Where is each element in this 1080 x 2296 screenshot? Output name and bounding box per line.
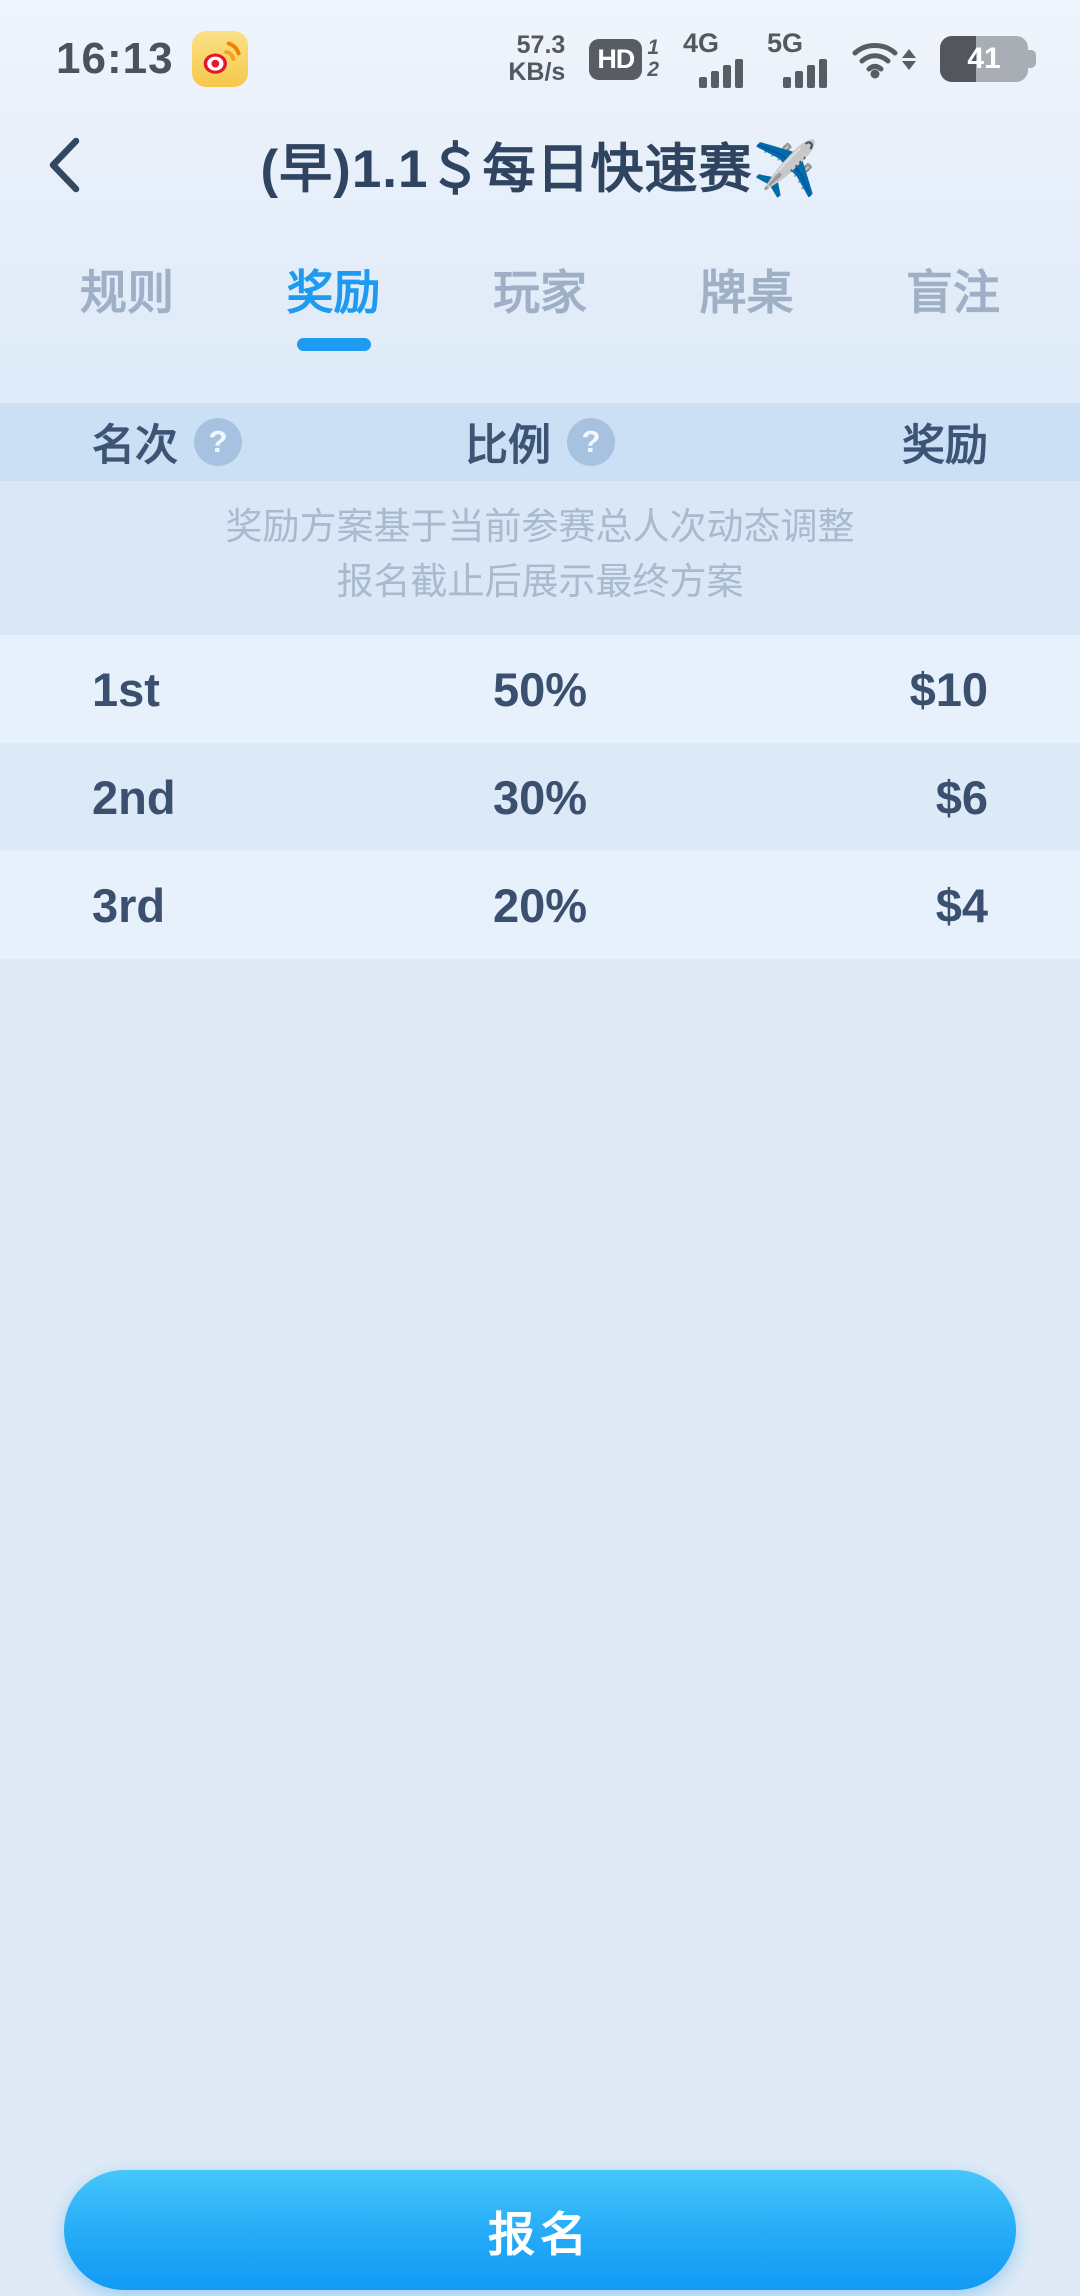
clock: 16:13 — [56, 34, 174, 83]
rank-cell: 1st — [92, 662, 160, 716]
4g-label: 4G — [683, 27, 720, 58]
sim2-label: 2 — [647, 58, 659, 81]
tab-tables[interactable]: 牌桌 — [700, 254, 794, 351]
prize-cell: $10 — [909, 662, 988, 716]
prize-row-2nd: 2nd 30% $6 — [0, 743, 1080, 851]
prize-cell: $4 — [935, 878, 988, 932]
ratio-cell: 30% — [492, 770, 588, 824]
tab-players-underline — [503, 338, 577, 351]
sim1-label: 1 — [647, 36, 659, 59]
rank-cell: 3rd — [92, 878, 166, 932]
network-speed-value: 57.3 — [516, 31, 566, 59]
network-speed-unit: KB/s — [508, 58, 566, 86]
prize-row-1st: 1st 50% $10 — [0, 635, 1080, 743]
hd-badge: HD — [589, 38, 643, 80]
battery-icon: 41 — [940, 36, 1036, 82]
network-speed-indicator: 57.3 KB/s — [508, 32, 565, 86]
tab-players[interactable]: 玩家 — [493, 254, 587, 351]
rank-cell: 2nd — [92, 770, 176, 824]
ratio-column-label: 比例 — [465, 422, 551, 470]
tab-blinds-underline — [916, 338, 990, 351]
wifi-icon — [851, 39, 916, 79]
prize-cell: $6 — [935, 770, 988, 824]
ratio-cell: 50% — [492, 662, 588, 716]
column-header-rank: 名次 ? — [92, 411, 372, 473]
active-tab-indicator — [296, 338, 371, 351]
register-button[interactable]: 报名 — [64, 2170, 1016, 2290]
battery-nub — [1028, 50, 1036, 68]
title-bar: (早)1.1＄每日快速赛✈️ — [0, 106, 1080, 224]
prize-table-header: 名次 ? 比例 ? 奖励 — [0, 403, 1080, 481]
tab-blinds-label: 盲注 — [906, 266, 1000, 319]
status-bar-right: 57.3 KB/s HD 1 2 4G 5G — [508, 27, 1036, 88]
tab-bar: 规则 奖励 玩家 牌桌 盲注 — [0, 224, 1080, 351]
status-bar: 16:13 57.3 KB/s HD 1 2 — [0, 0, 1080, 96]
volte-hd-icon: HD 1 2 — [589, 37, 659, 81]
rank-column-label: 名次 — [92, 422, 178, 470]
tab-blinds[interactable]: 盲注 — [906, 254, 1000, 351]
ratio-cell: 20% — [492, 878, 588, 932]
cellular-4g-icon: 4G — [683, 27, 743, 88]
prize-column-label: 奖励 — [902, 422, 988, 470]
battery-fill — [940, 36, 977, 82]
rank-help-icon[interactable]: ? — [194, 418, 242, 466]
prize-table: 名次 ? 比例 ? 奖励 奖励方案基于当前参赛总人次动态调整 报名截止后展示最终… — [0, 403, 1080, 959]
battery-percentage: 41 — [967, 42, 1001, 75]
tab-rewards-label: 奖励 — [286, 266, 381, 319]
tab-tables-underline — [710, 338, 784, 351]
column-header-ratio: 比例 ? — [372, 411, 708, 473]
tab-rules-label: 规则 — [80, 266, 174, 319]
prize-row-3rd: 3rd 20% $4 — [0, 851, 1080, 959]
cellular-5g-icon: 5G — [767, 27, 827, 88]
5g-signal-bars — [783, 58, 827, 88]
wifi-traffic-arrows — [902, 48, 916, 70]
notice-line-2: 报名截止后展示最终方案 — [336, 561, 744, 602]
5g-label: 5G — [767, 27, 804, 58]
dynamic-prize-notice: 奖励方案基于当前参赛总人次动态调整 报名截止后展示最终方案 — [0, 481, 1080, 635]
tab-tables-label: 牌桌 — [699, 266, 794, 319]
weibo-notification-icon — [191, 31, 248, 87]
back-button[interactable] — [44, 136, 84, 194]
page-title: (早)1.1＄每日快速赛✈️ — [260, 140, 820, 199]
ratio-help-icon[interactable]: ? — [567, 418, 615, 466]
column-header-prize: 奖励 — [708, 411, 988, 473]
dual-sim-indicator: 1 2 — [647, 37, 659, 81]
tab-rules[interactable]: 规则 — [80, 254, 174, 351]
tab-players-label: 玩家 — [493, 266, 587, 319]
notice-line-1: 奖励方案基于当前参赛总人次动态调整 — [225, 506, 855, 547]
4g-signal-bars — [699, 58, 743, 88]
tab-rewards[interactable]: 奖励 — [287, 254, 381, 351]
tab-rules-underline — [90, 338, 164, 351]
status-bar-left: 16:13 — [56, 31, 248, 87]
